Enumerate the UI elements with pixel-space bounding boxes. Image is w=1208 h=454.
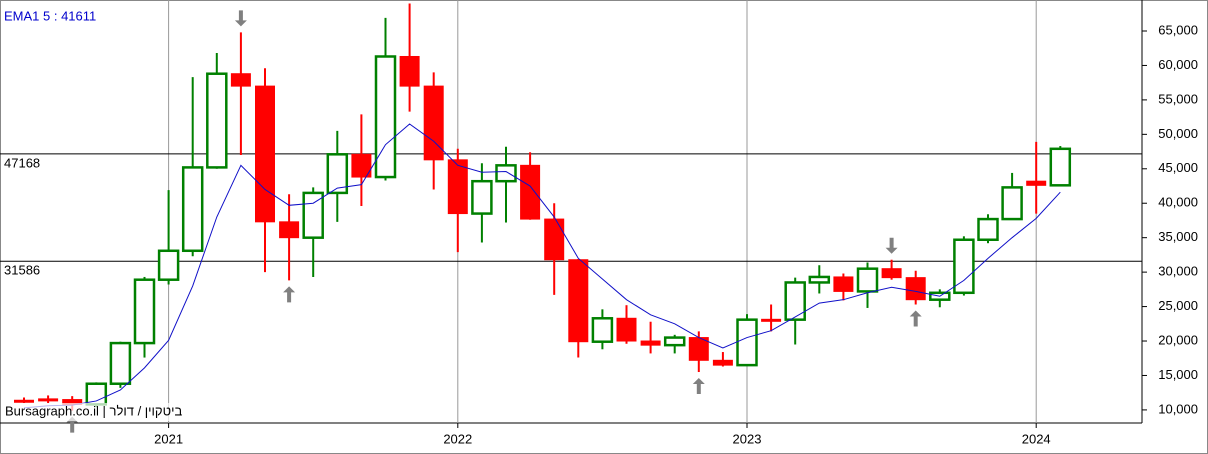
candle-body — [688, 337, 709, 361]
y-tick-label: 40,000 — [1158, 195, 1198, 210]
candle-body — [1049, 147, 1072, 187]
candle-body — [206, 72, 228, 169]
candle-body — [181, 166, 204, 253]
candle-body — [640, 340, 661, 346]
candle-body — [544, 218, 565, 261]
candle-body — [14, 399, 34, 403]
watermark-bg — [3, 403, 208, 421]
candle-body — [591, 317, 614, 343]
candle-body — [255, 85, 275, 223]
reference-label: 47168 — [4, 155, 40, 170]
y-tick-label: 20,000 — [1158, 332, 1198, 347]
x-tick-label: 2024 — [1022, 431, 1051, 446]
candle-body — [833, 276, 854, 292]
chart-title: EMA1 5 : 41611 — [4, 8, 96, 23]
candle-body — [230, 73, 251, 87]
candle-body — [736, 318, 758, 367]
x-tick-label: 2022 — [443, 431, 472, 446]
y-tick-label: 35,000 — [1158, 229, 1198, 244]
y-tick-label: 60,000 — [1158, 57, 1198, 72]
candle-body — [279, 221, 300, 239]
x-tick-label: 2023 — [733, 431, 762, 446]
candle-body — [712, 359, 733, 366]
candle-body — [38, 398, 59, 402]
candle-body — [977, 217, 999, 241]
ema-line — [23, 123, 1061, 409]
candle-body — [447, 159, 468, 215]
candle-body — [568, 259, 589, 343]
candle-body — [1001, 186, 1023, 221]
y-tick-label: 10,000 — [1158, 401, 1198, 416]
candle-body — [1026, 180, 1047, 186]
candle-body — [616, 317, 637, 342]
candle-body — [109, 341, 132, 385]
signal-arrow — [234, 10, 247, 27]
candle-body — [399, 55, 420, 87]
signal-arrow — [692, 378, 705, 395]
candle-body — [157, 249, 180, 281]
signal-arrow — [885, 237, 898, 254]
candle-body — [520, 164, 541, 220]
y-tick-label: 15,000 — [1158, 367, 1198, 382]
y-tick-label: 30,000 — [1158, 264, 1198, 279]
signal-arrow — [909, 310, 922, 327]
x-tick-label: 2021 — [154, 431, 183, 446]
candle-body — [326, 153, 349, 195]
candle-body — [133, 278, 156, 345]
y-tick-label: 45,000 — [1158, 160, 1198, 175]
signal-arrow — [283, 286, 296, 303]
candle-body — [351, 153, 372, 178]
candle-body — [761, 318, 782, 322]
y-tick-label: 55,000 — [1158, 91, 1198, 106]
reference-label: 31586 — [4, 263, 40, 278]
candle-body — [856, 267, 879, 293]
candle-body — [808, 275, 831, 284]
candle-body — [471, 179, 493, 215]
candle-body — [663, 336, 686, 347]
y-tick-label: 65,000 — [1158, 22, 1198, 37]
candle-body — [784, 281, 806, 321]
y-tick-label: 25,000 — [1158, 298, 1198, 313]
candle-body — [495, 164, 517, 183]
candle-body — [905, 277, 926, 301]
y-tick-label: 50,000 — [1158, 126, 1198, 141]
candle-body — [953, 238, 975, 295]
watermark: Bursagraph.co.il | ביטקוין / דולר — [5, 403, 182, 418]
candle-body — [423, 85, 444, 161]
candle-body — [881, 268, 902, 279]
candle-body — [374, 55, 397, 179]
